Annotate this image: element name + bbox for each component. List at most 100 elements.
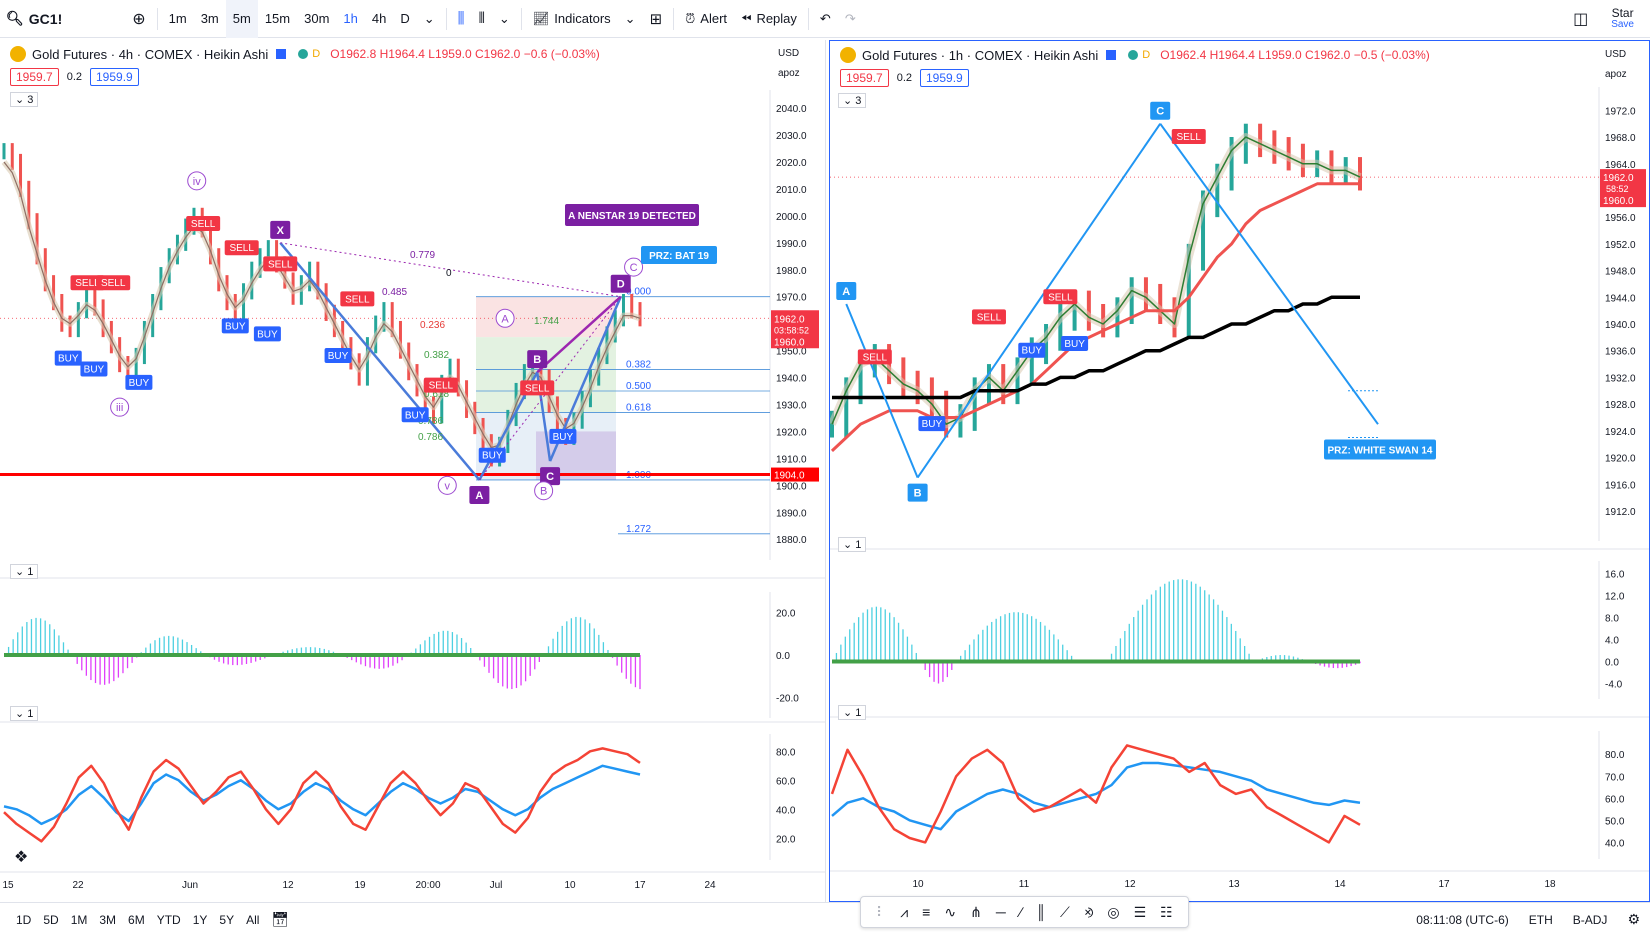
rsi-axis-tick-label: 20.0 xyxy=(776,834,796,845)
sidebar-toggle-button[interactable]: ◫ xyxy=(1566,0,1595,38)
signal-sell-box xyxy=(971,309,1006,325)
chart-type-dropdown[interactable]: ⌄ xyxy=(492,0,517,38)
rsi-axis-tick-label: 80.0 xyxy=(1605,750,1625,761)
redo-button[interactable]: ↷ xyxy=(838,0,863,38)
signal-buy-box xyxy=(54,350,82,366)
chart-canvas-right[interactable]: 1972.0 1968.0 1964.0 1960.0 1956.0 1952.0 1948… xyxy=(830,41,1649,901)
interval-15m[interactable]: 15m xyxy=(264,11,291,26)
indicators-collapse-osc[interactable]: ⌄ 1 xyxy=(10,564,39,579)
pitchfork-icon[interactable]: ⋔ xyxy=(970,903,982,920)
chart-type-bars-button[interactable]: ⫴ xyxy=(472,0,492,38)
osc-axis-tick-label: 12.0 xyxy=(1605,592,1625,603)
range-3m[interactable]: 3M xyxy=(99,912,117,927)
save-label: Save xyxy=(1611,18,1634,30)
signal-sell-box xyxy=(1043,289,1078,305)
calendar-icon: 📅︎ xyxy=(271,911,290,927)
ray-icon[interactable]: ⟋ xyxy=(1060,903,1070,920)
interval-1m[interactable]: 1m xyxy=(168,11,187,26)
price-axis-tick-label: 1880.0 xyxy=(776,535,807,546)
indicators-collapse-rsi[interactable]: ⌄ 1 xyxy=(838,705,867,720)
settings-gear-icon[interactable]: ⚙ xyxy=(1627,911,1640,927)
indicators-collapse-main[interactable]: ⌄ 3 xyxy=(838,93,867,108)
chevron-down-icon: ⌄ xyxy=(423,10,435,26)
interval-5m[interactable]: 5m xyxy=(225,0,258,38)
indicators-collapse-osc[interactable]: ⌄ 1 xyxy=(838,537,867,552)
price-axis-tick-label: 1910.0 xyxy=(776,454,807,465)
session-toggle[interactable]: ETH xyxy=(1528,912,1553,927)
market-open-icon xyxy=(1128,50,1139,60)
indicators-button[interactable]: 📈︎ Indicators xyxy=(526,0,618,38)
chart-pane-left[interactable]: 2040.0 2030.0 2020.0 2010.0 2000.0 1990.0 1980… xyxy=(0,40,826,902)
range-5y[interactable]: 5Y xyxy=(219,912,235,927)
trend-line-icon[interactable]: ∕ xyxy=(1019,904,1023,920)
save-layout-button[interactable]: Star Save xyxy=(1595,7,1650,31)
compare-add-button[interactable]: ⊕ xyxy=(125,0,152,38)
chevron-down-icon: ⌄ xyxy=(15,708,25,720)
cycle-lines-icon[interactable]: ⨵ xyxy=(1083,903,1094,920)
layout-button[interactable]: ⊞ xyxy=(643,0,670,38)
time-tick-label: 15 xyxy=(2,880,14,891)
chart-pane-right[interactable]: 1972.0 1968.0 1964.0 1960.0 1956.0 1952.0 1948… xyxy=(829,40,1650,902)
time-tick-label: 12 xyxy=(1124,879,1136,890)
toolbar-divider xyxy=(156,7,158,30)
range-1y[interactable]: 1Y xyxy=(192,912,208,927)
xabcd-pattern-icon[interactable]: ⩘ xyxy=(900,903,909,920)
range-ytd[interactable]: YTD xyxy=(156,912,181,927)
go-to-date-button[interactable]: 📅︎ xyxy=(265,911,295,928)
wave-circle xyxy=(624,257,644,277)
comex-logo-icon xyxy=(840,47,856,63)
fib-lines-icon[interactable]: ≡ xyxy=(922,904,931,920)
bid-button[interactable]: 1959.7 xyxy=(840,69,889,87)
gann-box-icon[interactable]: ║ xyxy=(1036,904,1046,920)
abcd-pattern-icon[interactable]: ∿ xyxy=(944,903,957,920)
range-5d[interactable]: 5D xyxy=(43,912,59,927)
fib-spiral-icon[interactable]: ◎ xyxy=(1107,903,1120,920)
signal-buy: BUY xyxy=(482,451,503,462)
chart-canvas-left[interactable]: 2040.02030.02020.02010.02000.01990.01980… xyxy=(0,40,826,902)
bid-button[interactable]: 1959.7 xyxy=(10,68,59,86)
interval-30m[interactable]: 30m xyxy=(304,11,330,26)
fib-level-label: 1.272 xyxy=(626,524,651,535)
toolbar-divider xyxy=(445,7,447,30)
indicators-collapse-main[interactable]: ⌄ 3 xyxy=(10,92,39,107)
indicators-collapse-rsi[interactable]: ⌄ 1 xyxy=(10,706,39,721)
osc-axis-tick-label: 16.0 xyxy=(1605,570,1625,581)
interval-3m[interactable]: 3m xyxy=(200,11,219,26)
parallel-channel-icon[interactable]: ☰ xyxy=(1133,903,1147,920)
rsi-line-red xyxy=(830,744,1361,844)
drag-handle-icon[interactable]: ⠇ xyxy=(876,903,887,920)
interval-dropdown[interactable]: ⌄ xyxy=(417,0,442,38)
chart-type-candles-button[interactable]: ⫼ xyxy=(451,0,472,38)
range-1d[interactable]: 1D xyxy=(16,912,32,927)
undo-button[interactable]: ↶ xyxy=(813,0,838,38)
harmonic-point-label: C xyxy=(546,471,554,483)
signal-sell-box xyxy=(520,380,555,396)
clock-time[interactable]: 08:11:08 (UTC-6) xyxy=(1416,912,1509,927)
ask-button[interactable]: 1959.9 xyxy=(90,68,139,86)
regression-channel-icon[interactable]: ☷ xyxy=(1160,903,1173,920)
flag-icon[interactable] xyxy=(276,49,287,59)
interval-1h[interactable]: 1h xyxy=(343,11,358,26)
horizontal-line-icon[interactable]: ─ xyxy=(995,904,1006,920)
replay-button[interactable]: ⏪︎ Replay xyxy=(734,0,804,38)
adjustment-toggle[interactable]: B-ADJ xyxy=(1572,912,1608,927)
range-all[interactable]: All xyxy=(246,912,260,927)
flag-icon[interactable] xyxy=(1106,50,1117,60)
indicators-dropdown[interactable]: ⌄ xyxy=(618,0,643,38)
ask-button[interactable]: 1959.9 xyxy=(920,69,969,87)
interval-d[interactable]: D xyxy=(400,11,410,26)
signal-sell-box xyxy=(70,275,105,291)
toolbar-divider xyxy=(673,7,675,30)
signal-sell-box xyxy=(340,291,375,307)
range-1m[interactable]: 1M xyxy=(70,912,88,927)
ohlc-values: O1962.8 H1964.4 L1959.0 C1962.0 −0.6 (−0… xyxy=(330,47,600,61)
harmonic-point-box xyxy=(907,483,928,502)
bars-icon: ⫴ xyxy=(478,10,485,27)
signal-buy-box xyxy=(80,361,108,377)
harmonic-point-label: B xyxy=(914,488,922,500)
symbol-search[interactable]: 🔍︎ GC1! xyxy=(0,0,69,38)
wave-label: C xyxy=(630,262,638,274)
alert-button[interactable]: ⏰︎ Alert xyxy=(678,0,734,38)
range-6m[interactable]: 6M xyxy=(128,912,145,927)
interval-4h[interactable]: 4h xyxy=(371,11,387,26)
